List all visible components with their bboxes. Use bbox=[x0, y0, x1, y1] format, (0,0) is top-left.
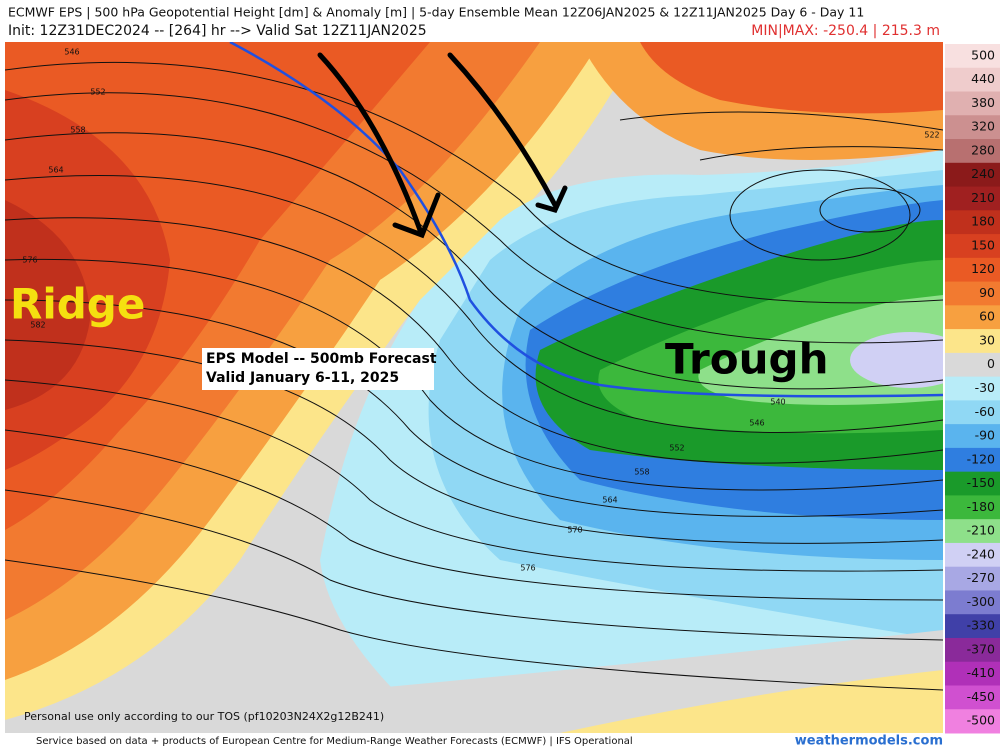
colorbar-label: 30 bbox=[979, 332, 995, 347]
header-title: ECMWF EPS | 500 hPa Geopotential Height … bbox=[8, 5, 864, 20]
contour-label: 582 bbox=[30, 321, 45, 330]
header-init: Init: 12Z31DEC2024 -- [264] hr --> Valid… bbox=[8, 23, 427, 39]
colorbar-swatch bbox=[945, 234, 1000, 259]
contour-label: 552 bbox=[90, 88, 105, 97]
colorbar-swatch bbox=[945, 186, 1000, 211]
map bbox=[5, 42, 943, 733]
colorbar-label: -30 bbox=[975, 380, 995, 395]
colorbar-label: -410 bbox=[967, 665, 995, 680]
contour-labels: 546 552 558 564 576 582 522 540 546 552 … bbox=[22, 48, 939, 573]
contour-label: 558 bbox=[70, 126, 85, 135]
colorbar-swatch bbox=[945, 614, 1000, 639]
footer-source: Service based on data + products of Euro… bbox=[36, 736, 633, 747]
colorbar-swatch bbox=[945, 115, 1000, 140]
colorbar-swatch bbox=[945, 590, 1000, 615]
min-max: MIN|MAX: -250.4 | 215.3 m bbox=[751, 23, 940, 39]
colorbar-label: 150 bbox=[971, 237, 995, 252]
colorbar-label: 210 bbox=[971, 190, 995, 205]
colorbar-label: -210 bbox=[967, 523, 995, 538]
contour-label: 546 bbox=[64, 48, 79, 57]
colorbar-label: -330 bbox=[967, 618, 995, 633]
colorbar-swatch bbox=[945, 566, 1000, 591]
colorbar-swatch bbox=[945, 447, 1000, 473]
colorbar-swatch bbox=[945, 67, 1000, 93]
ridge-label: Ridge bbox=[10, 280, 145, 329]
colorbar-label: -90 bbox=[975, 428, 995, 443]
colorbar-label: 280 bbox=[971, 142, 995, 157]
contour-label: 552 bbox=[669, 444, 684, 453]
colorbar-label: 240 bbox=[971, 166, 995, 181]
trough-label: Trough bbox=[665, 335, 828, 384]
colorbar-swatch bbox=[945, 162, 1000, 188]
colorbar-label: -240 bbox=[967, 546, 995, 561]
colorbar-swatch bbox=[945, 400, 1000, 425]
colorbar-swatch bbox=[945, 424, 1000, 449]
colorbar-swatch bbox=[945, 376, 1000, 401]
colorbar-label: 180 bbox=[971, 214, 995, 229]
colorbar-swatch bbox=[945, 542, 1000, 568]
colorbar-label: -60 bbox=[975, 404, 995, 419]
info-line: Valid January 6-11, 2025 bbox=[206, 370, 399, 386]
colorbar-swatch bbox=[945, 661, 1000, 686]
colorbar-swatch bbox=[945, 210, 1000, 235]
colorbar-label: -180 bbox=[967, 499, 995, 514]
colorbar: 500 440 380 320 280 240 210 180 150 120 90 60 30 0 -30… bbox=[945, 44, 1000, 734]
colorbar-swatch bbox=[945, 685, 1000, 710]
colorbar-swatch bbox=[945, 139, 1000, 164]
colorbar-label: 60 bbox=[979, 309, 995, 324]
contour-label: 576 bbox=[22, 256, 37, 265]
colorbar-swatch bbox=[945, 305, 1000, 330]
colorbar-label: 120 bbox=[971, 261, 995, 276]
colorbar-swatch bbox=[945, 495, 1000, 520]
colorbar-label: -120 bbox=[967, 451, 995, 466]
contour-label: 546 bbox=[749, 419, 764, 428]
colorbar-swatch bbox=[945, 519, 1000, 544]
colorbar-label: 440 bbox=[971, 71, 995, 86]
contour-label: 564 bbox=[48, 166, 63, 175]
footer-site: weathermodels.com bbox=[795, 734, 943, 749]
colorbar-swatch bbox=[945, 637, 1000, 663]
colorbar-label: -370 bbox=[967, 641, 995, 656]
colorbar-swatch bbox=[945, 709, 1000, 734]
contour-label: 564 bbox=[602, 496, 617, 505]
info-box bbox=[202, 348, 434, 390]
tos-note: Personal use only according to our TOS (… bbox=[24, 710, 384, 723]
contour-label: 522 bbox=[924, 131, 939, 140]
colorbar-label: 90 bbox=[979, 285, 995, 300]
colorbar-label: 380 bbox=[971, 95, 995, 110]
contour-label: 558 bbox=[634, 468, 649, 477]
colorbar-swatch bbox=[945, 329, 1000, 354]
colorbar-swatch bbox=[945, 352, 1000, 378]
colorbar-label: 500 bbox=[971, 47, 995, 62]
colorbar-label: -450 bbox=[967, 689, 995, 704]
colorbar-swatch bbox=[945, 91, 1000, 116]
colorbar-swatch bbox=[945, 281, 1000, 306]
contour-label: 576 bbox=[520, 564, 535, 573]
colorbar-label: -300 bbox=[967, 594, 995, 609]
colorbar-label: -500 bbox=[967, 713, 995, 728]
colorbar-swatch bbox=[945, 471, 1000, 496]
info-line: EPS Model -- 500mb Forecast bbox=[206, 351, 437, 367]
colorbar-swatch bbox=[945, 257, 1000, 283]
colorbar-label: -270 bbox=[967, 570, 995, 585]
colorbar-swatch bbox=[945, 44, 1000, 69]
contour-label: 540 bbox=[770, 398, 785, 407]
colorbar-label: -150 bbox=[967, 475, 995, 490]
contour-label: 570 bbox=[567, 526, 582, 535]
colorbar-label: 320 bbox=[971, 119, 995, 134]
colorbar-label: 0 bbox=[987, 356, 995, 371]
